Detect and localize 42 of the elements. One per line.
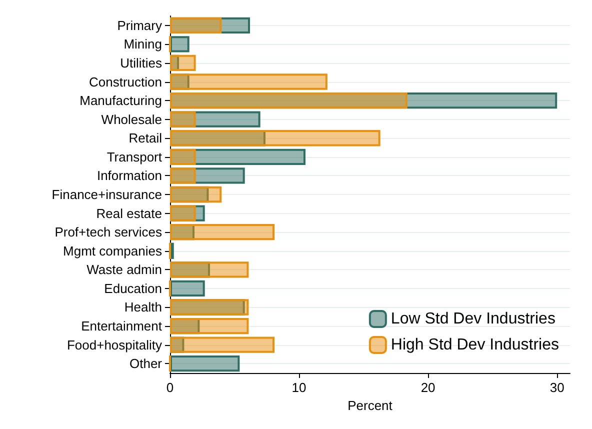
x-tick-label: 10 <box>292 380 306 395</box>
bar <box>170 224 275 240</box>
bar <box>170 74 328 90</box>
x-axis-title: Percent <box>348 398 393 413</box>
y-tick-label: Retail <box>128 130 162 146</box>
y-tick-label: Primary <box>117 18 162 33</box>
bar <box>170 318 249 334</box>
bar <box>170 356 240 372</box>
bar <box>170 36 190 52</box>
y-tick-label: Transport <box>106 149 162 164</box>
y-tick-label: Real estate <box>96 206 162 221</box>
y-tick-label: Other <box>129 356 163 372</box>
y-tick-label: Education <box>104 280 162 296</box>
x-tick-label: 20 <box>420 380 436 395</box>
y-tick-label: Utilities <box>120 55 162 70</box>
bar <box>170 186 222 203</box>
bar <box>170 262 249 278</box>
y-tick-label: Waste admin <box>86 262 162 278</box>
y-tick-label: Entertainment <box>81 318 162 334</box>
bar <box>170 280 205 297</box>
x-tick-label: 30 <box>550 380 564 395</box>
bar <box>170 168 196 184</box>
bar <box>170 336 275 353</box>
y-tick-label: Mgmt companies <box>63 243 162 258</box>
x-tick-label: 0 <box>166 380 174 395</box>
y-tick-label: Mining <box>124 36 162 52</box>
y-tick-label: Information <box>96 168 162 184</box>
y-tick-label: Finance+insurance <box>52 187 162 202</box>
y-tick-label: Construction <box>89 74 162 90</box>
legend-label: High Std Dev Industries <box>390 336 559 354</box>
y-tick-label: Food+hospitality <box>66 337 162 352</box>
legend-label: Low Std Dev Industries <box>390 310 556 328</box>
y-tick-label: Prof+tech services <box>54 224 162 240</box>
y-tick-label: Wholesale <box>101 112 162 127</box>
y-tick-label: Manufacturing <box>80 93 162 108</box>
y-tick-label: Health <box>124 300 162 315</box>
bar <box>170 111 196 128</box>
bar <box>170 54 196 72</box>
bar <box>170 148 196 165</box>
bar <box>170 130 380 146</box>
bar <box>170 92 408 109</box>
bar <box>170 17 222 34</box>
